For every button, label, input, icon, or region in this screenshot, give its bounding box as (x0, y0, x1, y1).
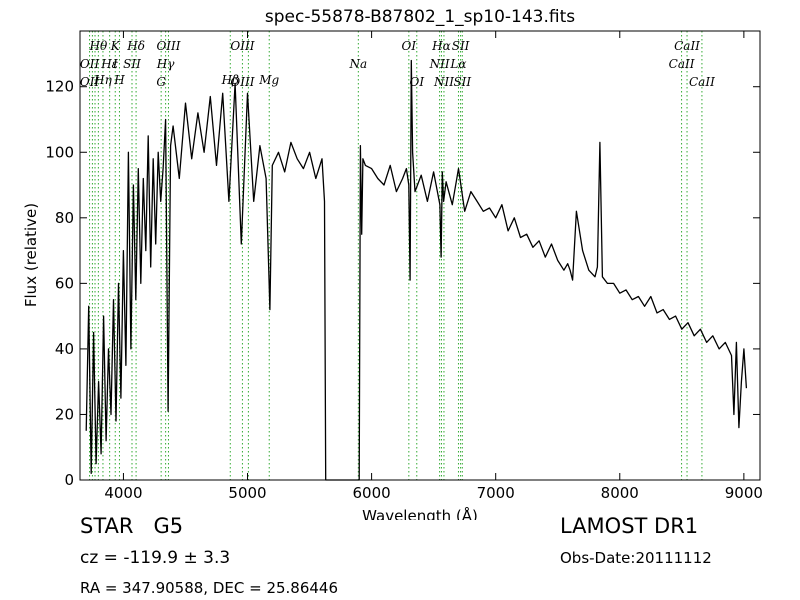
x-tick-label: 9000 (725, 484, 763, 502)
y-tick-label: 80 (55, 209, 74, 227)
spectral-line-label: OIII (230, 75, 254, 89)
y-tick-label: 20 (55, 405, 74, 423)
spectrum-line (85, 59, 748, 481)
obs-date-label: Obs-Date:20111112 (560, 549, 712, 567)
spectral-line-label: Hα (431, 39, 451, 53)
spectral-line-label: Hδ (126, 39, 145, 53)
spectral-line-label: K (110, 39, 121, 53)
spectral-line-label: CaII (669, 57, 695, 71)
spectral-line-label: Na (349, 57, 368, 71)
spectral-line-label: H (113, 73, 125, 87)
spectral-line-label: OIII (156, 39, 180, 53)
x-tick-label: 5000 (228, 484, 266, 502)
spectral-line-label: Mg (258, 73, 279, 87)
survey-label: LAMOST DR1 (560, 514, 699, 538)
spectral-line-label: OIII (230, 39, 254, 53)
spectral-line-label: OI (402, 39, 417, 53)
spectral-line-label: SII (453, 75, 471, 89)
y-tick-label: 40 (55, 340, 74, 358)
spectral-line-label: Hβ (221, 73, 239, 87)
y-ticks: 0 20 40 60 80 100 120 (45, 78, 760, 489)
y-tick-label: 120 (45, 78, 74, 96)
x-ticks: 4000 5000 6000 7000 8000 9000 (104, 31, 763, 502)
spectral-line-label: NII (429, 57, 450, 71)
x-axis-label: Wavelength (Å) (362, 506, 478, 520)
x-tick-label: 8000 (601, 484, 639, 502)
spectral-line-label: Hθ (89, 39, 108, 53)
x-tick-label: 7000 (477, 484, 515, 502)
spectral-line-label: CaII (689, 75, 715, 89)
spectral-line-label: Hγ (156, 57, 175, 71)
spectral-class: STAR G5 (80, 514, 183, 538)
spectral-line-label: OII (80, 57, 100, 71)
x-tick-label: 6000 (353, 484, 391, 502)
spectral-line-label: Hε (100, 57, 118, 71)
spectral-line-label: NII (433, 75, 454, 89)
plot-frame (79, 30, 761, 481)
spectral-line-label: Hη (93, 73, 112, 87)
spectral-line-label: Lα (449, 57, 466, 71)
spectral-line-label: OII (80, 75, 100, 89)
spectral-line-label: SII (452, 39, 470, 53)
class-label: STAR (80, 514, 134, 538)
spectral-line-label: SII (123, 57, 141, 71)
y-tick-label: 0 (64, 471, 74, 489)
y-tick-label: 60 (55, 274, 74, 292)
chart-title: spec-55878-B87802_1_sp10-143.fits (265, 7, 575, 27)
coordinates-label: RA = 347.90588, DEC = 25.86446 (80, 579, 339, 597)
redshift-label: cz = -119.9 ± 3.3 (80, 548, 231, 568)
x-tick-label: 4000 (104, 484, 142, 502)
y-tick-label: 100 (45, 143, 74, 161)
spectral-line-label: I (112, 57, 118, 71)
subclass-label: G5 (153, 514, 184, 538)
spectral-line-label: OI (409, 75, 424, 89)
y-axis-label: Flux (relative) (22, 203, 40, 307)
spectral-line-label: CaII (674, 39, 700, 53)
line-markers (89, 31, 703, 480)
spectral-line-label: G (156, 75, 166, 89)
spectrum-chart: spec-55878-B87802_1_sp10-143.fits Hθ K Hδ O… (22, 7, 763, 520)
